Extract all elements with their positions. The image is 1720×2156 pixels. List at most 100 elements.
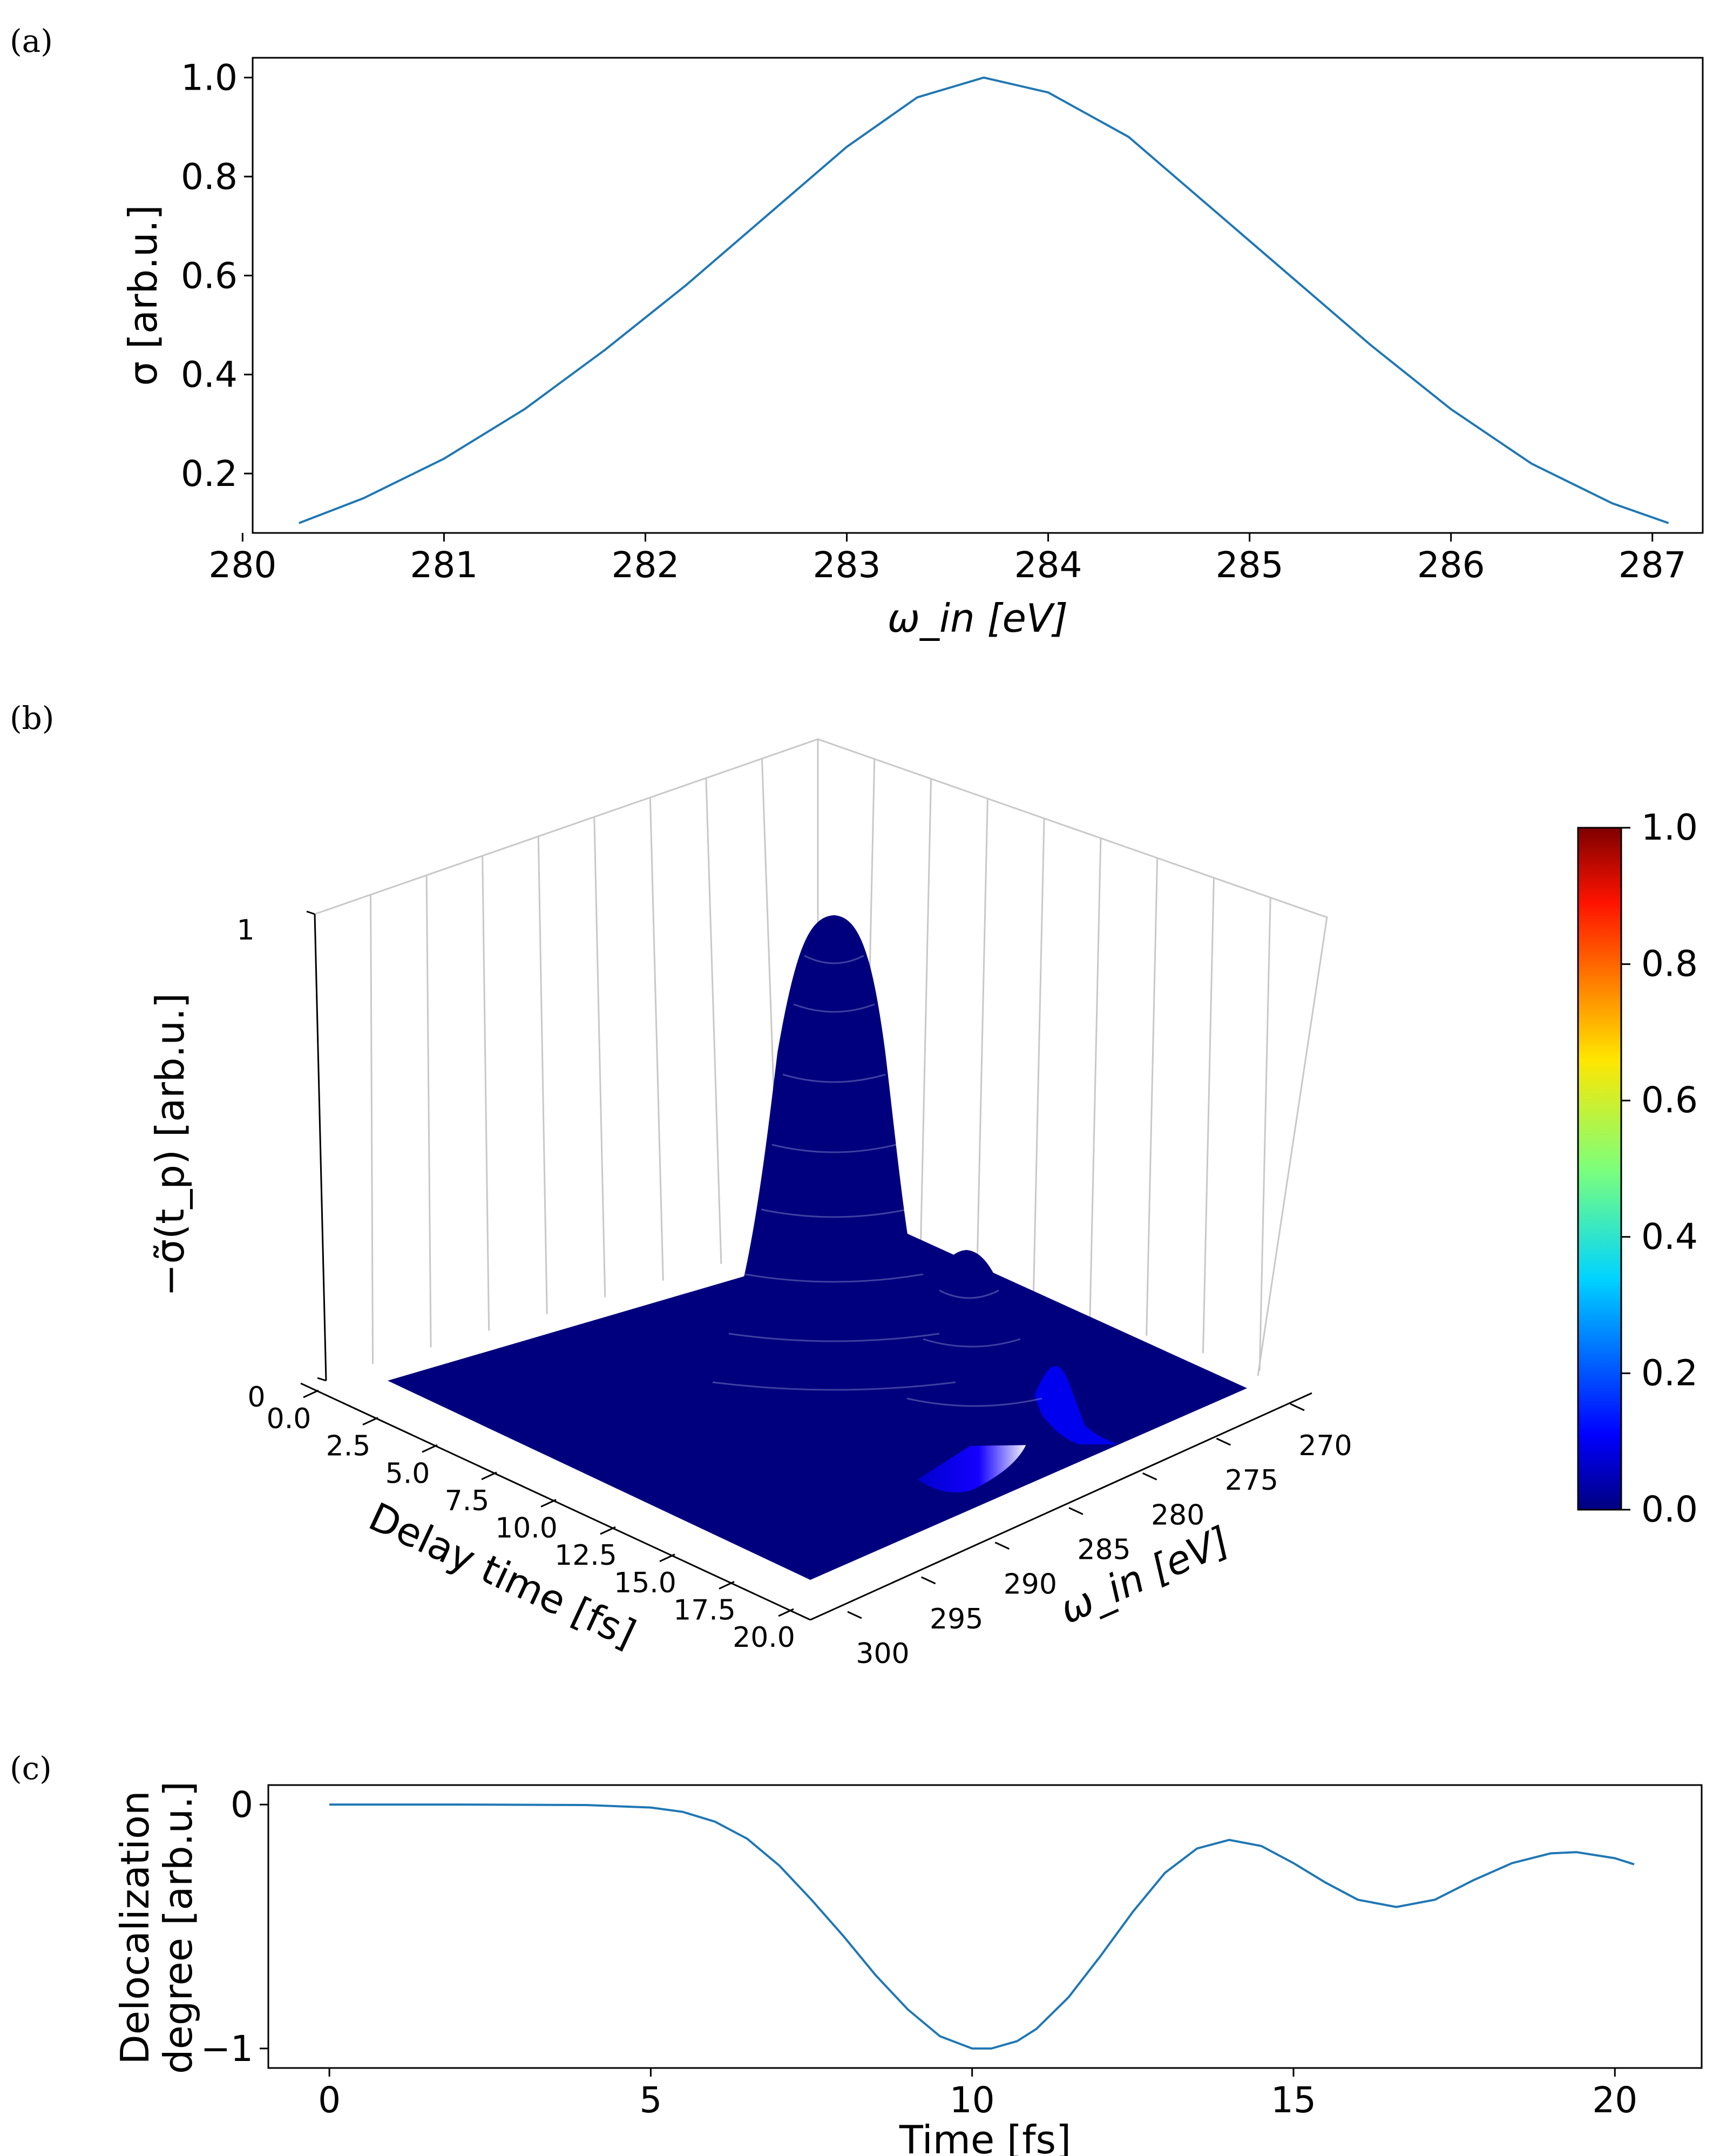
surface-contour-line [939, 1289, 999, 1299]
x-tick-label: 282 [611, 544, 679, 586]
colorbar-tick-label: 0.0 [1641, 1489, 1698, 1530]
grid-line [1089, 838, 1102, 1319]
y-axis-label-c-line2: degree [arb.u.] [155, 1781, 201, 2074]
omega-tick-mark [1068, 1507, 1084, 1515]
z-tick-1 [306, 910, 315, 915]
x-tick-label: 5 [639, 2079, 662, 2121]
y-ticks-c: 0 −1 [201, 1784, 268, 2070]
omega-tick-mark [1142, 1472, 1157, 1481]
colorbar-tick-label: 1.0 [1641, 807, 1698, 848]
x-tick-label: 286 [1417, 544, 1485, 586]
omega-tick-label: 275 [1225, 1464, 1278, 1497]
delay-tick-mark [540, 1499, 557, 1508]
delay-tick-label: 7.5 [445, 1485, 490, 1517]
panel-label-a: (a) [10, 23, 53, 59]
x-tick-label: 284 [1014, 544, 1082, 586]
x-axis-label-a: ω_in [eV] [888, 596, 1068, 641]
surface-peak-main [696, 915, 977, 1436]
omega-tick-mark [994, 1542, 1010, 1550]
surface-contour-line [761, 1208, 908, 1218]
plot-frame-a [252, 57, 1704, 534]
grid-line [482, 855, 490, 1331]
delay-tick-mark [778, 1608, 794, 1617]
z-tick-0 [317, 1377, 327, 1382]
grid-line [370, 894, 374, 1364]
omega-tick-label: 270 [1298, 1430, 1352, 1462]
omega-tick-label: 290 [1004, 1569, 1057, 1601]
y-tick-label: 0 [231, 1784, 253, 1826]
y-axis-label-a: σ [arb.u.] [120, 205, 166, 386]
omega-tick-label: 280 [1151, 1499, 1204, 1531]
x-tick-label: 285 [1216, 544, 1284, 586]
grid-line [919, 779, 932, 1266]
x-tick-label: 0 [318, 2079, 341, 2121]
grid-line [593, 816, 606, 1297]
delay-tick-mark [303, 1389, 319, 1398]
omega-tick-label: 300 [856, 1638, 909, 1670]
delay-tick-label: 2.5 [326, 1430, 371, 1463]
x-tick-label: 280 [208, 544, 276, 586]
y-axis-label-c-line1: Delocalization [112, 1790, 158, 2064]
panel-label-c: (c) [10, 1750, 52, 1787]
chart-b: 1 0 −σ̃(t_p) [arb.u.] 0.0 2.5 5.0 7.510.012… [147, 738, 1698, 1670]
surface-contour-line [712, 1381, 956, 1391]
grid-line [1032, 818, 1045, 1301]
grid-line [537, 836, 548, 1314]
delay-tick-label: 5.0 [385, 1457, 430, 1490]
surface-contour-line [923, 1338, 1021, 1348]
surface-contour-line [771, 1144, 897, 1153]
x-ticks-a: 280 281 282 283 284 285 286 287 [208, 533, 1687, 586]
series-line-c [329, 1803, 1635, 2050]
omega-axis-line [810, 1392, 1312, 1621]
y-tick-label: 0.2 [181, 453, 238, 495]
delay-tick-mark [481, 1471, 497, 1481]
y-tick-label: 0.8 [181, 156, 238, 198]
colorbar [1577, 827, 1622, 1511]
colorbar-tick-label: 0.2 [1641, 1352, 1698, 1394]
surface-contour-line [744, 1273, 924, 1283]
x-axis-label-c: Time [fs] [899, 2117, 1071, 2156]
omega-tick-mark [1290, 1403, 1305, 1411]
omega-tick-label: 295 [930, 1603, 983, 1635]
x-tick-label: 283 [813, 544, 881, 586]
plot-frame-c [267, 1784, 1703, 2069]
colorbar-tick-label: 0.6 [1641, 1079, 1698, 1121]
delay-tick-label: 10.0 [495, 1512, 558, 1545]
x-tick-label: 281 [410, 544, 478, 586]
delay-tick-label: 15.0 [614, 1567, 676, 1599]
delay-tick-mark [362, 1417, 378, 1425]
x-ticks-c: 0 5 10 15 20 [318, 2068, 1637, 2121]
surface-contour-line [906, 1397, 1042, 1407]
y-ticks-a: 0.2 0.4 0.6 0.8 1.0 [181, 57, 253, 495]
panel-label-b: (b) [10, 700, 54, 736]
y-tick-label: −1 [201, 2028, 253, 2070]
colorbar-tick-label: 0.4 [1641, 1216, 1698, 1258]
delay-tick-label: 12.5 [554, 1539, 617, 1572]
delay-ticks: 0.0 2.5 5.0 7.510.012.515.017.520.0 [267, 1389, 795, 1654]
surface-contour-line [728, 1333, 940, 1342]
z-axis-label: −σ̃(t_p) [arb.u.] [147, 993, 193, 1296]
chart-a: 280 281 282 283 284 285 286 287 0.2 0.4 0.6 0.8 1.0… [120, 57, 1704, 641]
surface-contour-line [804, 955, 864, 964]
delay-tick-mark [659, 1553, 675, 1563]
y-tick-label: 0.4 [181, 354, 238, 396]
omega-ticks: 270 275 280 285 290 295 300 [847, 1403, 1352, 1670]
y-tick-label: 1.0 [181, 57, 238, 99]
omega-tick-mark [921, 1576, 936, 1585]
y-tick-label: 0.6 [181, 255, 238, 296]
omega-tick-mark [1216, 1437, 1231, 1446]
x-tick-label: 15 [1271, 2079, 1316, 2121]
grid-line [976, 798, 988, 1283]
back-wall-left-edge [314, 738, 819, 1214]
z-tick-label-0: 0 [247, 1381, 265, 1414]
grid-line [425, 875, 432, 1348]
grid-line [705, 778, 722, 1264]
omega-tick-mark [847, 1611, 862, 1619]
grid-line [1202, 877, 1215, 1354]
grid-line [649, 797, 664, 1281]
grid-line [1146, 857, 1159, 1336]
delay-tick-mark [600, 1526, 616, 1535]
surface-contours [712, 955, 1042, 1407]
x-tick-label: 10 [950, 2079, 995, 2121]
